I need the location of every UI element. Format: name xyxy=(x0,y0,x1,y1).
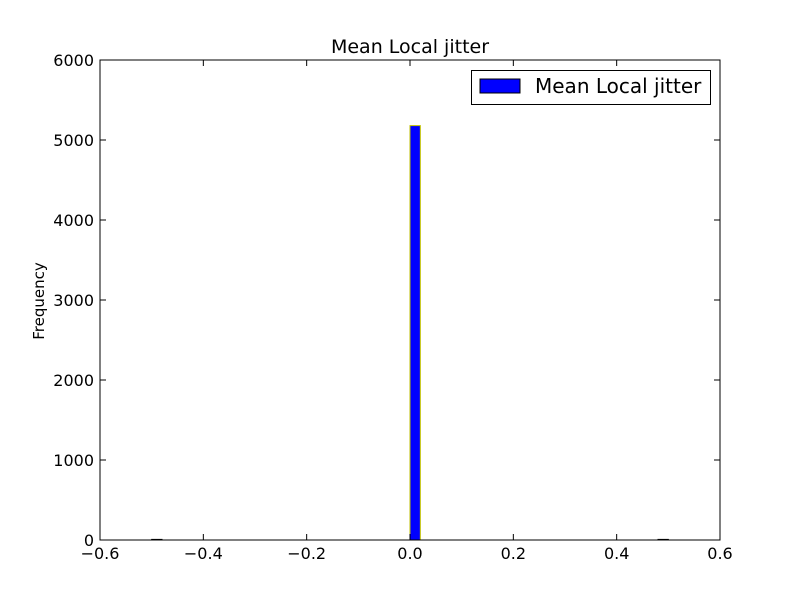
y-tick-label: 2000 xyxy=(53,371,94,390)
y-tick-label: 6000 xyxy=(53,51,94,70)
x-tick-label: −0.4 xyxy=(184,544,223,563)
x-tick-label: 0.6 xyxy=(707,544,732,563)
x-axis-ticks: −0.6 −0.4 −0.2 0.0 0.2 0.4 0.6 xyxy=(81,60,733,563)
y-tick-label: 1000 xyxy=(53,451,94,470)
y-axis-ticks: 0 1000 2000 3000 4000 5000 6000 xyxy=(53,51,720,550)
y-tick-label: 4000 xyxy=(53,211,94,230)
y-tick-label: 0 xyxy=(84,531,94,550)
x-tick-label: −0.2 xyxy=(287,544,326,563)
y-tick-label: 5000 xyxy=(53,131,94,150)
legend-swatch xyxy=(479,78,521,94)
legend: Mean Local jitter xyxy=(471,70,711,105)
histogram-bar xyxy=(409,125,421,541)
chart-title: Mean Local jitter xyxy=(331,36,489,58)
x-tick-label: 0.2 xyxy=(501,544,526,563)
y-axis-label: Frequency xyxy=(30,262,48,340)
x-tick-label: −0.6 xyxy=(81,544,120,563)
legend-label: Mean Local jitter xyxy=(535,74,702,98)
plot-frame xyxy=(99,59,721,541)
x-tick-label: 0.4 xyxy=(604,544,629,563)
y-tick-label: 3000 xyxy=(53,291,94,310)
x-tick-label: 0.0 xyxy=(397,544,422,563)
